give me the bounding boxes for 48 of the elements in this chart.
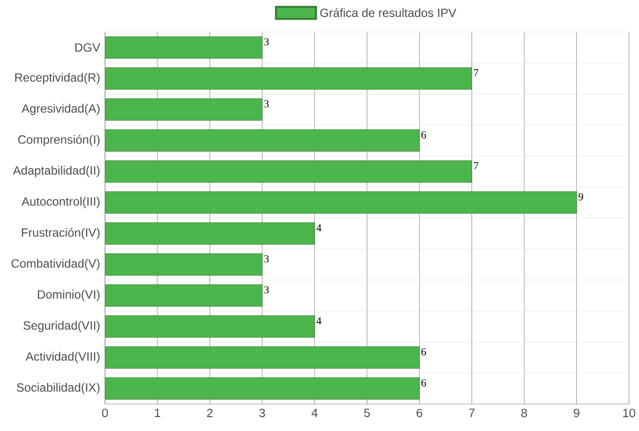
bar (105, 346, 420, 369)
bar (105, 191, 577, 214)
data-label: 3 (264, 286, 269, 294)
data-label: 6 (421, 131, 426, 138)
x-tick-label: 8 (521, 408, 528, 418)
data-label: 4 (316, 224, 322, 232)
data-label: 4 (316, 317, 322, 324)
data-label: 6 (421, 379, 426, 386)
y-tick-label: DGV (75, 43, 100, 52)
bar (105, 377, 420, 400)
y-tick-label: Seguridad(VII) (23, 320, 100, 332)
bar (105, 253, 262, 276)
x-tick-label: 9 (574, 408, 580, 418)
x-tick-label: 3 (259, 408, 266, 418)
x-tick-label: 0 (102, 408, 108, 418)
y-tick-label: Autocontrol(III) (22, 196, 100, 208)
bar (105, 160, 472, 183)
legend-label: Gráfica de resultados IPV (320, 8, 456, 18)
bar (105, 129, 420, 152)
x-tick-label: 2 (207, 408, 213, 418)
bar (105, 67, 472, 90)
data-label: 3 (264, 100, 269, 108)
data-label: 3 (264, 255, 269, 262)
x-tick-label: 5 (364, 408, 370, 418)
y-tick-label: Agresividad(A) (22, 104, 100, 116)
y-tick-label: Comprensión(I) (18, 134, 100, 146)
y-tick-label: Receptividad(R) (15, 72, 100, 84)
data-label: 3 (264, 38, 269, 46)
y-tick-label: Frustración(IV) (22, 228, 100, 240)
data-label: 7 (474, 162, 478, 170)
data-label: 6 (421, 348, 426, 356)
data-label: 7 (474, 69, 478, 76)
x-tick-label: 1 (154, 408, 160, 417)
y-tick-label: Dominio(VI) (38, 290, 100, 302)
y-tick-label: Combatividad(V) (12, 258, 100, 270)
x-tick-label: 4 (312, 408, 318, 417)
bar (105, 222, 315, 245)
x-tick-label: 6 (416, 408, 422, 418)
y-tick-label: Adaptabilidad(II) (12, 166, 100, 178)
data-label: 9 (578, 193, 584, 200)
bar (105, 98, 262, 121)
bar (105, 36, 262, 59)
bar (105, 315, 315, 338)
x-tick-label: 10 (623, 408, 636, 418)
y-tick-label: Sociabilidad(IX) (16, 382, 100, 394)
bar (105, 284, 262, 307)
x-tick-label: 7 (469, 408, 475, 417)
y-tick-label: Actividad(VIII) (26, 352, 100, 364)
